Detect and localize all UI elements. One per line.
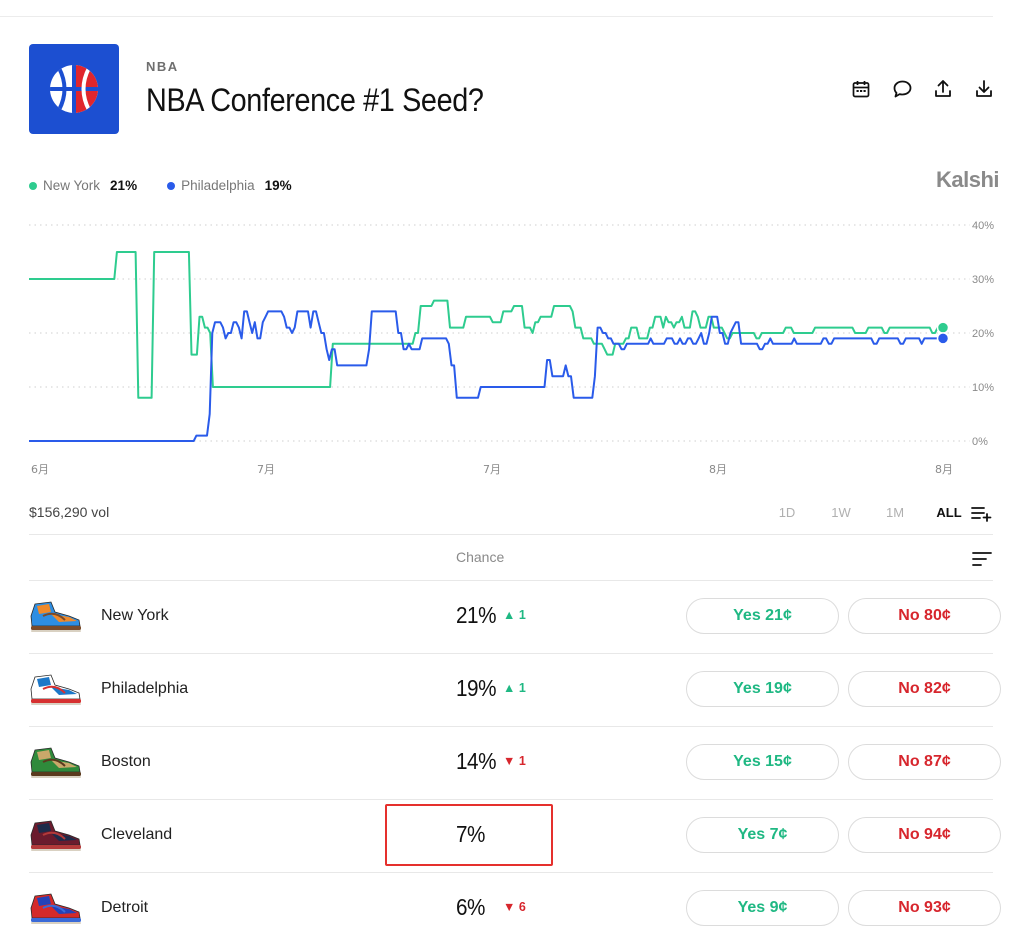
- delta-value: 6: [518, 900, 526, 914]
- buy-yes-button[interactable]: Yes 21¢: [686, 598, 839, 634]
- table-divider: [29, 580, 993, 581]
- chance-value: 14%: [456, 748, 497, 774]
- y-tick-label: 0%: [972, 436, 988, 448]
- team-sneaker-icon: [30, 747, 81, 778]
- x-tick-label: 8月: [709, 463, 727, 476]
- team-name: Cleveland: [101, 826, 173, 843]
- sort-icon[interactable]: [971, 551, 993, 567]
- buy-yes-button[interactable]: Yes 9¢: [686, 890, 839, 926]
- delta-value: 1: [518, 681, 526, 695]
- time-range-selector: 1D 1W 1M ALL: [760, 505, 976, 520]
- buy-no-button[interactable]: No 82¢: [848, 671, 1001, 707]
- legend-dot: [29, 181, 37, 190]
- action-bar: [850, 78, 995, 100]
- x-tick-label: 7月: [257, 463, 275, 476]
- range-1m-button[interactable]: 1M: [885, 505, 905, 520]
- range-all-button[interactable]: ALL: [936, 505, 962, 520]
- chance-value: 6%: [456, 894, 486, 920]
- outcome-row[interactable]: Philadelphia 19% ▲ 1 Yes 19¢ No 82¢: [29, 653, 1001, 726]
- team-name: Boston: [101, 753, 151, 770]
- volume-text: $156,290 vol: [29, 504, 110, 520]
- buy-yes-button[interactable]: Yes 7¢: [686, 817, 839, 853]
- delta-value: 1: [518, 754, 526, 768]
- y-tick-label: 10%: [972, 382, 994, 394]
- team-sneaker-icon: [30, 893, 81, 924]
- market-title: NBA Conference #1 Seed?: [146, 82, 484, 118]
- team-name: Philadelphia: [101, 680, 189, 697]
- legend-dot: [167, 181, 176, 190]
- row-divider: [29, 653, 993, 654]
- download-icon[interactable]: [973, 78, 995, 100]
- legend-value: 21%: [110, 178, 138, 193]
- series-line-new-york[interactable]: [29, 251, 943, 399]
- series-line-philadelphia[interactable]: [29, 310, 943, 442]
- outcome-row[interactable]: Boston 14% ▼ 1 Yes 15¢ No 87¢: [29, 726, 1001, 799]
- x-tick-label: 6月: [31, 463, 49, 476]
- series-endpoint-new-york: [936, 321, 950, 334]
- chance-delta: ▼ 1: [503, 754, 526, 768]
- price-history-chart[interactable]: 40% 30% 20% 10% 0% 6月 7月 7月 8月 8月: [0, 210, 1009, 480]
- buy-yes-button[interactable]: Yes 19¢: [686, 671, 839, 707]
- share-icon[interactable]: [932, 78, 954, 100]
- x-tick-label: 8月: [935, 463, 953, 476]
- outcome-row[interactable]: New York 21% ▲ 1 Yes 21¢ No 80¢: [29, 580, 1001, 653]
- legend-name: Philadelphia: [181, 178, 255, 193]
- nba-basketball-logo: [29, 44, 119, 134]
- series-endpoint-philadelphia: [936, 332, 950, 345]
- chance-delta: ▲ 1: [503, 681, 526, 695]
- chance-value: 7%: [456, 821, 486, 847]
- table-divider: [29, 534, 993, 535]
- calendar-icon[interactable]: [850, 78, 872, 100]
- arrow-up-icon: ▲: [503, 681, 516, 695]
- buy-no-button[interactable]: No 93¢: [848, 890, 1001, 926]
- legend-item-philadelphia[interactable]: Philadelphia 19%: [167, 178, 292, 193]
- buy-no-button[interactable]: No 87¢: [848, 744, 1001, 780]
- team-name: Detroit: [101, 899, 149, 916]
- basketball-icon: [50, 65, 98, 113]
- buy-yes-button[interactable]: Yes 15¢: [686, 744, 839, 780]
- legend-item-new-york[interactable]: New York 21%: [29, 178, 137, 193]
- add-to-list-icon[interactable]: [970, 505, 992, 523]
- arrow-down-icon: ▼: [503, 754, 516, 768]
- comment-icon[interactable]: [891, 78, 913, 100]
- team-sneaker-icon: [30, 674, 81, 705]
- team-sneaker-icon: [30, 820, 81, 851]
- team-sneaker-icon: [30, 601, 81, 632]
- chance-value: 19%: [456, 675, 497, 701]
- outcome-row[interactable]: Cleveland 7% Yes 7¢ No 94¢: [29, 799, 1001, 872]
- range-1d-button[interactable]: 1D: [778, 505, 796, 520]
- chart-legend: New York 21% Philadelphia 19%: [29, 178, 292, 193]
- delta-value: 1: [518, 608, 526, 622]
- legend-value: 19%: [264, 178, 292, 193]
- chance-delta: ▲ 1: [503, 608, 526, 622]
- arrow-up-icon: ▲: [503, 608, 516, 622]
- buy-no-button[interactable]: No 80¢: [848, 598, 1001, 634]
- chance-value: 21%: [456, 602, 497, 628]
- row-divider: [29, 799, 993, 800]
- top-divider: [0, 16, 993, 17]
- chance-column-header: Chance: [456, 549, 505, 565]
- row-divider: [29, 872, 993, 873]
- y-tick-label: 40%: [972, 220, 994, 232]
- kalshi-brand-logo: Kalshi: [935, 167, 1000, 192]
- chance-delta: ▼ 6: [503, 900, 526, 914]
- arrow-down-icon: ▼: [503, 900, 516, 914]
- buy-no-button[interactable]: No 94¢: [848, 817, 1001, 853]
- market-category: NBA: [146, 59, 179, 74]
- y-tick-label: 30%: [972, 274, 994, 286]
- range-1w-button[interactable]: 1W: [831, 505, 851, 520]
- x-tick-label: 7月: [483, 463, 501, 476]
- legend-name: New York: [43, 178, 101, 193]
- outcome-row[interactable]: Detroit 6% ▼ 6 Yes 9¢ No 93¢: [29, 872, 1001, 940]
- team-name: New York: [101, 607, 169, 624]
- y-tick-label: 20%: [972, 328, 994, 340]
- row-divider: [29, 726, 993, 727]
